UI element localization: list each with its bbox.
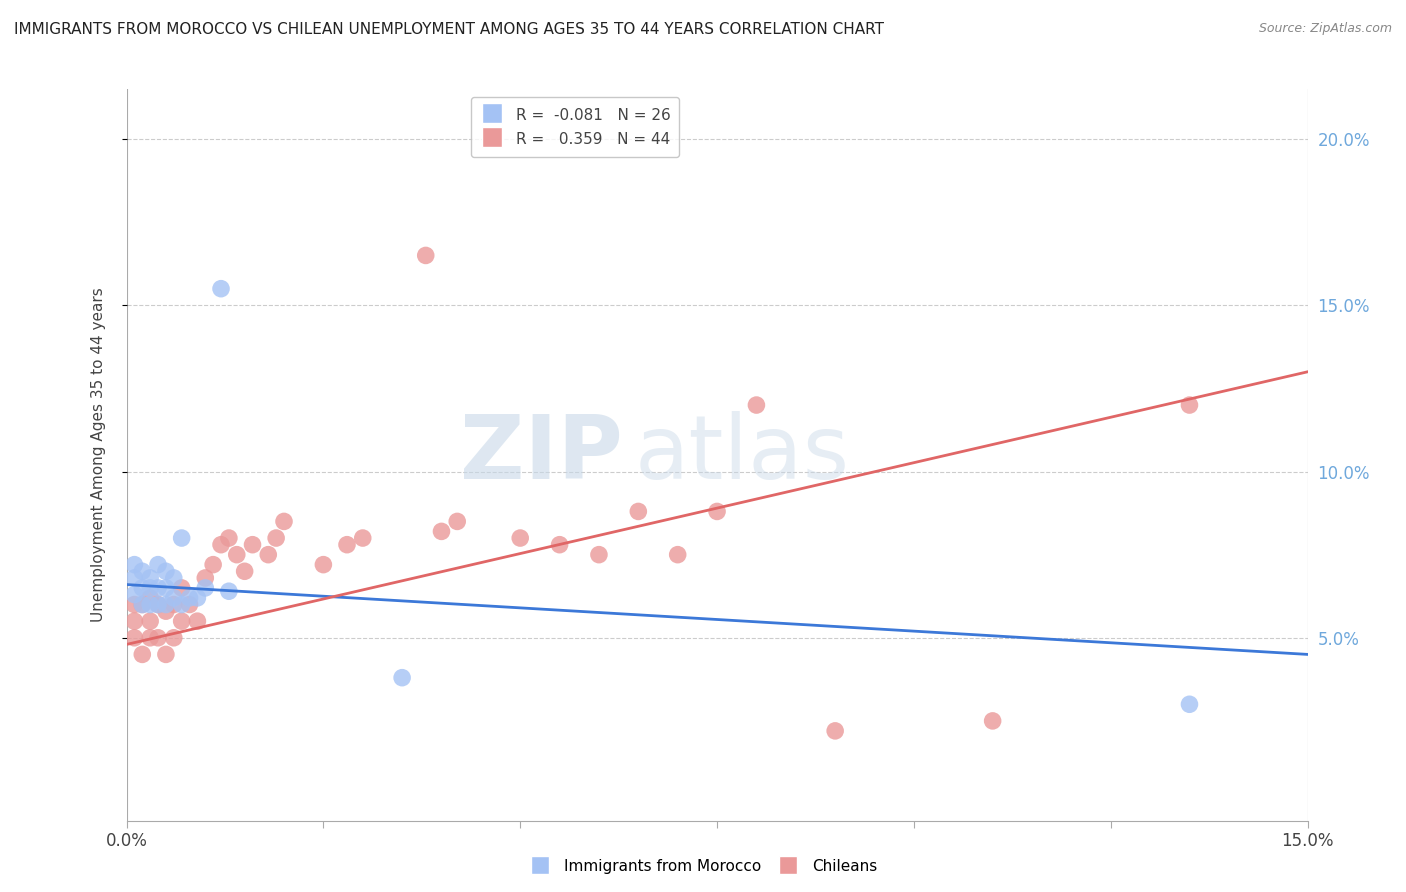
Point <box>131 648 153 662</box>
Point <box>209 538 232 552</box>
Point <box>225 548 247 562</box>
Point <box>312 558 335 572</box>
Point <box>124 598 146 612</box>
Legend: R =  -0.081   N = 26, R =   0.359   N = 44: R = -0.081 N = 26, R = 0.359 N = 44 <box>471 97 679 157</box>
Point <box>352 531 374 545</box>
Point <box>170 581 193 595</box>
Point <box>146 558 169 572</box>
Point <box>666 548 689 562</box>
Point <box>155 604 177 618</box>
Point <box>170 531 193 545</box>
Text: IMMIGRANTS FROM MOROCCO VS CHILEAN UNEMPLOYMENT AMONG AGES 35 TO 44 YEARS CORREL: IMMIGRANTS FROM MOROCCO VS CHILEAN UNEMP… <box>14 22 884 37</box>
Point <box>163 598 186 612</box>
Point <box>155 581 177 595</box>
Point <box>627 504 650 518</box>
Point <box>1178 698 1201 712</box>
Point <box>163 591 186 605</box>
Text: ZIP: ZIP <box>460 411 623 499</box>
Point <box>218 584 240 599</box>
Point <box>446 515 468 529</box>
Point <box>273 515 295 529</box>
Point <box>209 282 232 296</box>
Point <box>179 598 201 612</box>
Point <box>509 531 531 545</box>
Point <box>179 591 201 605</box>
Point <box>415 248 437 262</box>
Point <box>233 564 256 578</box>
Point <box>163 571 186 585</box>
Point <box>745 398 768 412</box>
Point <box>588 548 610 562</box>
Point <box>124 614 146 628</box>
Y-axis label: Unemployment Among Ages 35 to 44 years: Unemployment Among Ages 35 to 44 years <box>91 287 105 623</box>
Point <box>124 571 146 585</box>
Point <box>194 581 217 595</box>
Point <box>131 581 153 595</box>
Point <box>1178 398 1201 412</box>
Point <box>139 631 162 645</box>
Point <box>131 564 153 578</box>
Point <box>242 538 264 552</box>
Point <box>155 598 177 612</box>
Point <box>186 591 208 605</box>
Text: Source: ZipAtlas.com: Source: ZipAtlas.com <box>1258 22 1392 36</box>
Point <box>186 614 208 628</box>
Point <box>824 723 846 738</box>
Point <box>155 564 177 578</box>
Point <box>146 598 169 612</box>
Point <box>146 631 169 645</box>
Point <box>163 631 186 645</box>
Point <box>139 591 162 605</box>
Point <box>131 598 153 612</box>
Point <box>218 531 240 545</box>
Point <box>139 571 162 585</box>
Point <box>981 714 1004 728</box>
Point <box>548 538 571 552</box>
Legend: Immigrants from Morocco, Chileans: Immigrants from Morocco, Chileans <box>523 853 883 880</box>
Point <box>391 671 413 685</box>
Point <box>170 614 193 628</box>
Point <box>257 548 280 562</box>
Point <box>264 531 287 545</box>
Point <box>131 598 153 612</box>
Point <box>146 581 169 595</box>
Point <box>336 538 359 552</box>
Point <box>124 631 146 645</box>
Point <box>124 558 146 572</box>
Point <box>139 581 162 595</box>
Point <box>170 598 193 612</box>
Point <box>124 588 146 602</box>
Point <box>194 571 217 585</box>
Text: atlas: atlas <box>634 411 849 499</box>
Point <box>139 614 162 628</box>
Point <box>706 504 728 518</box>
Point <box>155 648 177 662</box>
Point <box>139 598 162 612</box>
Point <box>202 558 225 572</box>
Point <box>430 524 453 539</box>
Point <box>146 598 169 612</box>
